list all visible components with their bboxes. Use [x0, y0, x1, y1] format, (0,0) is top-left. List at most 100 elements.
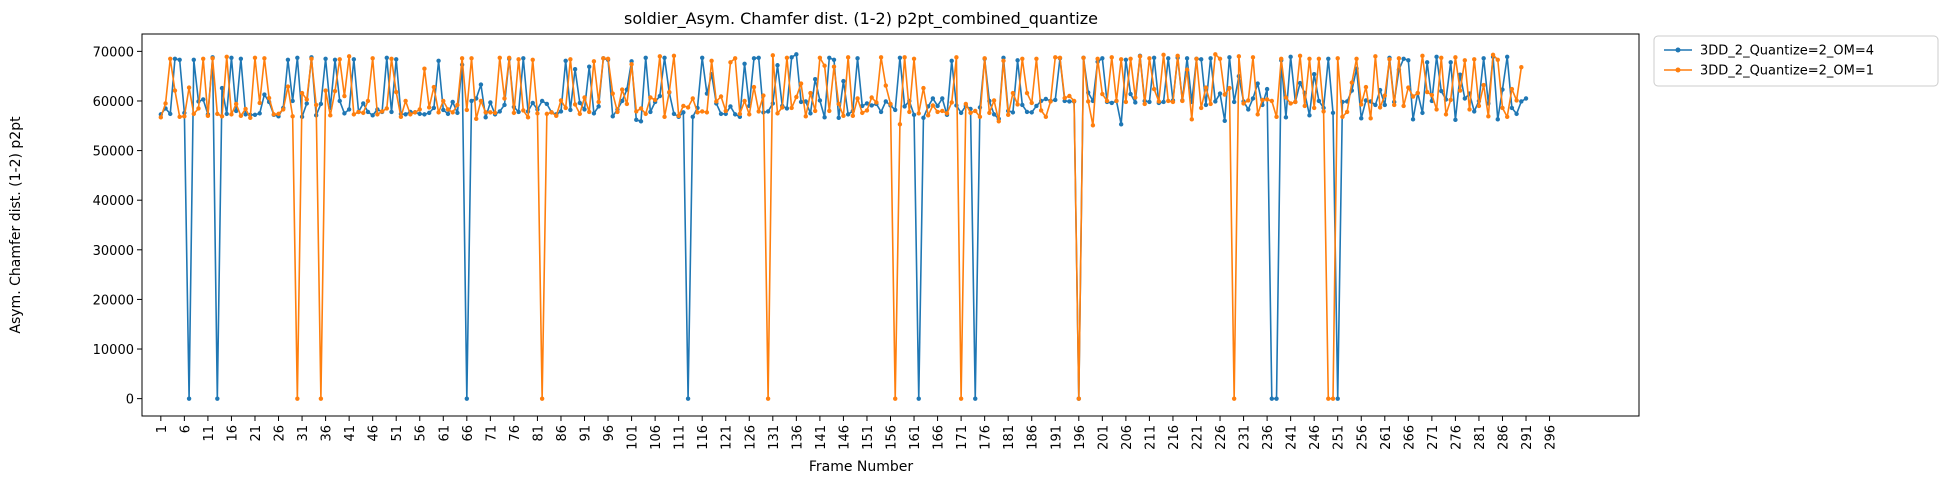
data-point: [714, 99, 719, 104]
data-point: [450, 99, 455, 105]
data-point: [1199, 105, 1204, 111]
data-point: [281, 107, 286, 112]
data-point: [690, 96, 695, 101]
data-point: [497, 109, 502, 114]
data-point: [1133, 95, 1138, 100]
data-point: [243, 106, 248, 112]
data-point: [1406, 58, 1411, 63]
x-tick-label: 251: [1332, 425, 1347, 450]
data-point: [1250, 55, 1256, 60]
x-tick-label: 101: [626, 425, 641, 450]
data-point: [544, 101, 550, 107]
data-point: [803, 114, 808, 119]
data-point: [700, 109, 705, 114]
data-point: [836, 115, 841, 121]
data-point: [455, 110, 460, 116]
data-point: [1453, 117, 1458, 123]
data-point: [1514, 98, 1519, 103]
data-point: [1095, 56, 1100, 62]
data-point: [1274, 396, 1279, 401]
data-point: [375, 112, 380, 117]
data-point: [662, 55, 667, 61]
data-point: [1123, 99, 1129, 105]
data-point: [1453, 55, 1458, 60]
data-point: [732, 112, 738, 117]
data-point: [356, 109, 361, 115]
data-point: [671, 111, 677, 117]
data-point: [700, 55, 705, 61]
data-point: [516, 109, 521, 115]
data-point: [1420, 110, 1425, 116]
legend-item: 3DD_2_Quantize=2_OM=4: [1664, 44, 1874, 59]
data-point: [1199, 57, 1204, 62]
data-point: [1406, 85, 1411, 90]
data-point: [869, 103, 874, 108]
data-point: [201, 56, 206, 62]
series-2: [158, 52, 1524, 401]
data-point: [935, 103, 940, 109]
data-point: [1241, 101, 1246, 106]
x-tick-label: 166: [932, 425, 947, 450]
x-tick-label: 141: [814, 425, 829, 450]
data-point: [1392, 102, 1397, 108]
data-point: [817, 98, 823, 103]
data-point: [587, 64, 592, 69]
data-point: [1495, 57, 1500, 62]
data-point: [1340, 114, 1345, 120]
x-tick-label: 296: [1544, 425, 1559, 450]
data-point: [563, 105, 568, 111]
data-point: [803, 99, 808, 104]
data-point: [949, 58, 954, 63]
data-point: [1335, 396, 1340, 401]
data-point: [224, 111, 229, 117]
data-point: [1260, 97, 1265, 103]
data-point: [436, 110, 441, 115]
data-point: [469, 98, 474, 104]
x-tick-label: 1: [155, 425, 170, 433]
data-point: [276, 111, 281, 117]
data-point: [379, 109, 385, 114]
data-point: [1109, 100, 1114, 106]
data-point: [177, 114, 182, 120]
y-tick-label: 20000: [93, 293, 134, 308]
data-point: [563, 58, 568, 63]
x-tick-label: 116: [696, 425, 711, 450]
x-tick-label: 26: [273, 425, 288, 442]
data-point: [1151, 55, 1157, 61]
data-point: [1307, 56, 1312, 62]
data-point: [502, 102, 507, 108]
data-point: [869, 95, 874, 100]
data-point: [572, 102, 578, 107]
data-point: [1227, 85, 1232, 91]
data-point: [1349, 80, 1355, 85]
data-point: [1472, 57, 1477, 62]
x-tick-label: 76: [508, 425, 523, 442]
data-point: [299, 90, 305, 96]
data-point: [1311, 71, 1317, 77]
data-point: [582, 107, 587, 112]
data-point: [1368, 116, 1373, 121]
data-point: [638, 119, 644, 124]
data-point: [492, 110, 498, 116]
data-point: [1410, 117, 1416, 122]
data-point: [521, 56, 526, 61]
data-point: [860, 110, 865, 116]
data-point: [205, 113, 211, 119]
data-point: [1161, 99, 1166, 105]
data-point: [1481, 56, 1486, 61]
x-tick-label: 216: [1167, 425, 1182, 450]
data-point: [1472, 109, 1477, 114]
data-point: [958, 110, 964, 116]
x-tick-label: 66: [461, 425, 476, 442]
y-tick-label: 60000: [93, 95, 134, 110]
data-point: [252, 112, 258, 118]
data-point: [930, 103, 936, 108]
x-tick-label: 256: [1355, 425, 1370, 450]
data-point: [1250, 96, 1256, 101]
data-point: [1104, 98, 1110, 104]
data-point: [737, 111, 743, 117]
data-point: [436, 58, 441, 63]
data-point: [262, 56, 267, 61]
data-point: [732, 56, 738, 61]
data-point: [1335, 56, 1340, 61]
